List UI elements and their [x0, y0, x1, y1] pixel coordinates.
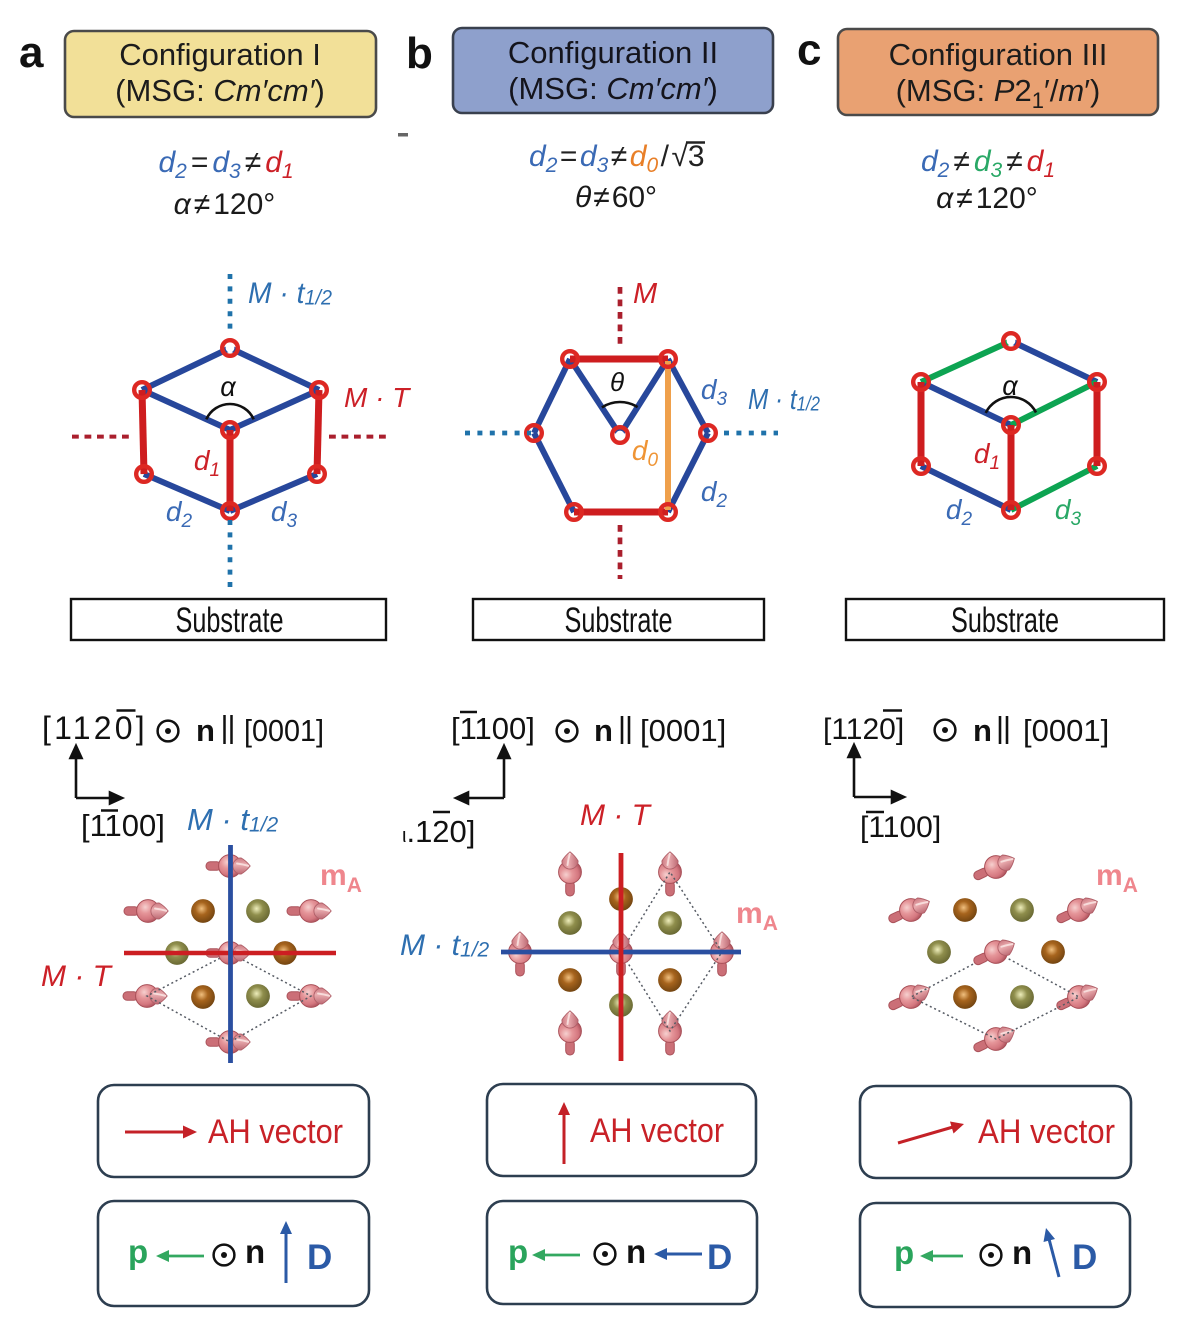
svg-text:n: n [626, 1233, 646, 1270]
svg-text:Substrate: Substrate [951, 601, 1059, 640]
svg-text:(MSG: Cm′cm′): (MSG: Cm′cm′) [508, 71, 718, 106]
svg-text:M · T: M · T [41, 960, 114, 993]
svg-text:θ≠60°: θ≠60° [575, 181, 657, 214]
svg-text:Configuration III: Configuration III [889, 37, 1108, 72]
svg-text:M · T: M · T [580, 799, 653, 832]
svg-text:M · T: M · T [344, 382, 411, 413]
svg-text:α: α [1002, 371, 1019, 401]
svg-text:(MSG: P21′/m′): (MSG: P21′/m′) [896, 73, 1101, 113]
svg-text:d2=d3≠d0/√3: d2=d3≠d0/√3 [529, 140, 705, 177]
svg-text:n: n [594, 713, 613, 748]
svg-text:θ: θ [610, 367, 624, 397]
svg-text:p: p [128, 1233, 148, 1270]
svg-text:[1100]: [1100] [451, 711, 535, 746]
svg-text:d2: d2 [701, 476, 728, 512]
svg-text:Configuration I: Configuration I [119, 37, 321, 72]
svg-text:D: D [307, 1238, 332, 1277]
svg-text:Configuration II: Configuration II [508, 35, 718, 70]
svg-text:[0001]: [0001] [244, 713, 324, 748]
svg-text:b: b [406, 29, 433, 78]
svg-text:d2: d2 [946, 494, 973, 530]
svg-text:AH vector: AH vector [590, 1112, 724, 1150]
svg-text:Substrate: Substrate [565, 601, 673, 640]
svg-text:M · t1/2: M · t1/2 [187, 802, 279, 837]
svg-text:n: n [973, 713, 992, 748]
svg-text:[1100]: [1100] [860, 811, 941, 844]
svg-text:α: α [220, 372, 237, 402]
svg-text:α≠120°: α ≠ 120° [174, 188, 276, 221]
svg-text:D: D [707, 1238, 732, 1277]
svg-text:[1100]: [1100] [81, 808, 165, 843]
svg-text:[1120]: [1120] [823, 713, 904, 746]
svg-text:n: n [1012, 1234, 1032, 1271]
svg-text:c: c [797, 26, 821, 75]
svg-text:α≠120°: α ≠ 120° [936, 182, 1038, 215]
svg-text:D: D [1072, 1238, 1097, 1277]
svg-text:(MSG: Cm′cm′): (MSG: Cm′cm′) [115, 73, 325, 108]
svg-text:[1120]: [1120] [42, 710, 148, 746]
svg-text:n: n [245, 1233, 265, 1270]
svg-text:ι.120]: ι.120] [402, 814, 475, 849]
svg-text:AH vector: AH vector [208, 1113, 343, 1151]
svg-text:d2≠d3≠d1: d2 ≠ d3 ≠ d1 [921, 145, 1055, 182]
svg-text:a: a [19, 28, 44, 77]
svg-text:[0001]: [0001] [640, 713, 726, 748]
svg-text:n: n [196, 713, 215, 748]
svg-text:AH vector: AH vector [978, 1113, 1115, 1151]
svg-text:[0001]: [0001] [1023, 713, 1109, 748]
svg-text:p: p [894, 1234, 914, 1271]
svg-text:p: p [508, 1233, 528, 1270]
svg-text:Substrate: Substrate [176, 601, 284, 640]
svg-text:d2=d3≠d1: d2 = d3 ≠ d1 [158, 146, 293, 183]
svg-text:M: M [633, 278, 658, 310]
